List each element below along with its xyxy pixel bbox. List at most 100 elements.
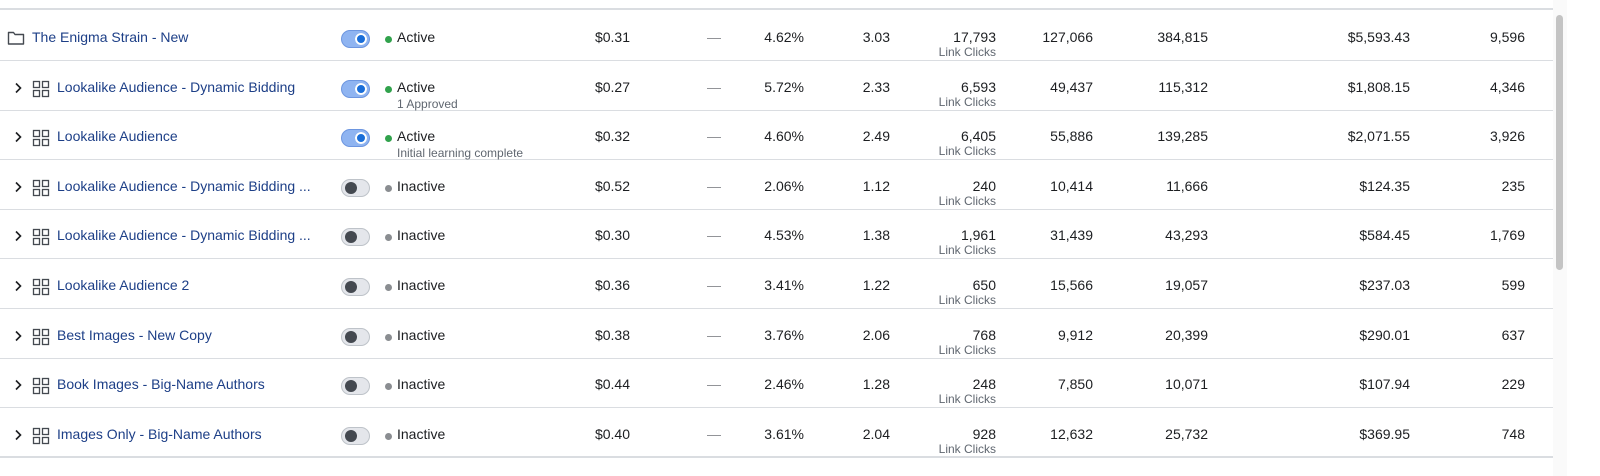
impressions-value: 25,732 (1165, 425, 1208, 442)
impressions-value: 115,312 (1158, 78, 1208, 95)
ad-set-icon (32, 378, 50, 395)
link-clicks-value: 235 (1501, 177, 1525, 194)
delivery-status: Inactive (397, 277, 446, 293)
ctr-value: 4.62% (764, 29, 804, 45)
amount-spent-value: $290.01 (1359, 326, 1410, 343)
impressions-value: 384,815 (1157, 29, 1208, 45)
results-label: Link Clicks (938, 293, 996, 307)
delivery-status: Inactive (397, 227, 446, 244)
amount-spent-value: $1,808.15 (1347, 78, 1410, 95)
delivery-toggle[interactable] (341, 327, 370, 346)
ad-set-name-link[interactable]: Lookalike Audience 2 (57, 277, 190, 293)
status-dot (385, 432, 392, 440)
reach-value: 9,912 (1057, 326, 1093, 343)
table-row[interactable]: Lookalike Audience - Dynamic Bidding ...… (0, 209, 1557, 260)
status-dot (385, 234, 392, 242)
cost-per-click-value: $0.36 (594, 277, 630, 293)
link-clicks-value: 3,926 (1489, 128, 1525, 145)
amount-spent-value: $237.03 (1359, 277, 1410, 293)
delivery-toggle[interactable] (341, 30, 370, 48)
results-value: 248 (972, 376, 996, 393)
ctr-value: 3.41% (764, 277, 804, 293)
ad-set-name-link[interactable]: Lookalike Audience (57, 128, 178, 145)
toggle-knob (345, 429, 357, 442)
empty-value-dash: — (707, 376, 721, 393)
ad-set-name-link[interactable]: Best Images - New Copy (57, 326, 212, 343)
table-row[interactable]: Best Images - New Copy Inactive $0.38 3.76%… (0, 309, 1557, 359)
cost-per-click-value: $0.52 (594, 177, 630, 194)
ctr-value: 4.53% (764, 227, 804, 244)
toggle-knob (345, 330, 357, 343)
delivery-toggle[interactable] (341, 129, 370, 148)
chevron-right-icon[interactable] (12, 379, 24, 391)
impressions-value: 11,666 (1166, 177, 1208, 194)
chevron-right-icon[interactable] (12, 181, 24, 193)
table-row[interactable]: The Enigma Strain - New Active $0.31 4.62% 3… (0, 11, 1557, 61)
amount-spent-value: $5,593.43 (1347, 29, 1410, 45)
table-row[interactable]: Lookalike Audience - Dynamic Bidding ...… (0, 160, 1557, 210)
empty-value-dash: — (707, 277, 721, 293)
frequency-value: 1.12 (862, 177, 890, 194)
empty-value-dash: — (707, 177, 721, 194)
ad-set-name-link[interactable]: Images Only - Big-Name Authors (57, 425, 262, 442)
impressions-value: 43,293 (1165, 227, 1208, 244)
reach-value: 7,850 (1057, 376, 1093, 393)
delivery-toggle[interactable] (341, 228, 370, 247)
chevron-right-icon[interactable] (12, 131, 24, 143)
ad-set-name-link[interactable]: Book Images - Big-Name Authors (57, 376, 265, 393)
delivery-toggle[interactable] (341, 426, 370, 445)
frequency-value: 2.04 (862, 425, 890, 442)
chevron-right-icon[interactable] (12, 82, 24, 94)
delivery-toggle[interactable] (341, 278, 370, 296)
toggle-knob (355, 33, 367, 45)
amount-spent-value: $369.95 (1359, 425, 1410, 442)
results-label: Link Clicks (938, 144, 996, 159)
chevron-right-icon[interactable] (12, 280, 24, 292)
delivery-status: Inactive (397, 177, 446, 194)
link-clicks-value: 599 (1501, 277, 1525, 293)
delivery-status: Inactive (397, 425, 446, 442)
delivery-status: Active (397, 29, 436, 45)
delivery-sub-status: Initial learning complete (397, 146, 524, 161)
table-row[interactable]: Lookalike Audience 2 Inactive $0.36 3.41% 1.… (0, 259, 1557, 309)
ad-set-name-link[interactable]: Lookalike Audience - Dynamic Bidding (57, 78, 296, 95)
status-dot (385, 135, 392, 143)
chevron-right-icon[interactable] (12, 330, 24, 342)
amount-spent-value: $124.35 (1359, 177, 1410, 194)
frequency-value: 3.03 (862, 29, 890, 45)
results-value: 6,593 (960, 78, 996, 95)
results-label: Link Clicks (938, 94, 996, 109)
ctr-value: 2.06% (764, 177, 804, 194)
frequency-value: 1.22 (862, 277, 890, 293)
table-row[interactable]: Book Images - Big-Name Authors Inactive $0… (0, 358, 1557, 409)
amount-spent-value: $584.45 (1359, 227, 1410, 244)
delivery-status: Inactive (397, 326, 446, 343)
amount-spent-value: $107.94 (1359, 376, 1410, 393)
cost-per-click-value: $0.30 (594, 227, 630, 244)
ad-set-name-link[interactable]: Lookalike Audience - Dynamic Bidding ... (57, 227, 311, 244)
delivery-sub-status: 1 Approved (397, 96, 458, 111)
frequency-value: 2.33 (862, 78, 890, 95)
link-clicks-value: 4,346 (1489, 78, 1525, 95)
chevron-right-icon[interactable] (12, 429, 24, 441)
results-value: 1,961 (960, 227, 996, 244)
empty-value-dash: — (707, 78, 721, 95)
link-clicks-value: 1,769 (1489, 227, 1525, 244)
empty-value-dash: — (707, 227, 721, 244)
chevron-right-icon[interactable] (12, 230, 24, 242)
table-row[interactable]: Images Only - Big-Name Authors Inactive $0… (0, 408, 1557, 458)
results-label: Link Clicks (938, 342, 996, 357)
impressions-value: 139,285 (1157, 128, 1208, 145)
scrollbar-thumb[interactable] (1556, 15, 1563, 270)
reach-value: 15,566 (1050, 277, 1093, 293)
results-value: 928 (972, 425, 996, 442)
cost-per-click-value: $0.27 (594, 78, 630, 95)
delivery-toggle[interactable] (341, 377, 370, 396)
ad-set-name-link[interactable]: Lookalike Audience - Dynamic Bidding ... (57, 177, 311, 194)
delivery-toggle[interactable] (341, 178, 370, 197)
delivery-toggle[interactable] (341, 79, 370, 98)
table-row[interactable]: Lookalike Audience Active Initial learning… (0, 110, 1557, 161)
toggle-knob (355, 132, 367, 145)
table-row[interactable]: Lookalike Audience - Dynamic Bidding Acti… (0, 61, 1557, 111)
ad-set-name-link[interactable]: The Enigma Strain - New (32, 29, 189, 45)
